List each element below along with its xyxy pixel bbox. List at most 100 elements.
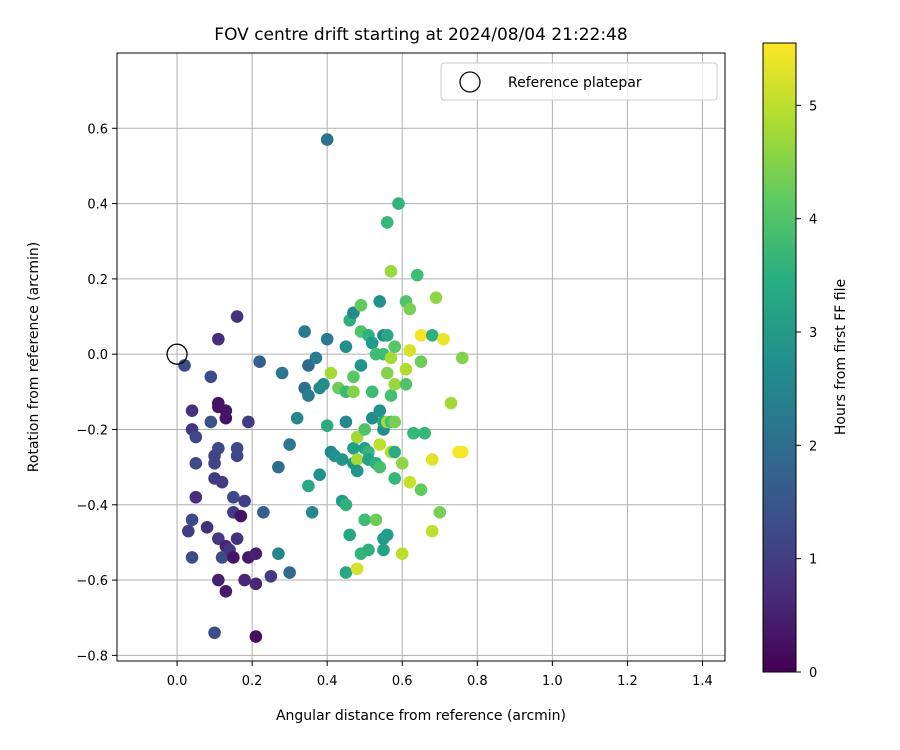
data-point [455,351,469,365]
y-axis-label: Rotation from reference (arcmin) [26,242,42,472]
y-tick-label: −0.4 [76,499,108,514]
x-axis-label: Angular distance from reference (arcmin) [276,708,566,724]
data-point [253,355,266,369]
data-point [283,566,296,579]
x-tick-label: 1.0 [542,674,563,689]
data-point [335,453,349,466]
data-point [339,340,353,353]
x-tick-label: 0.4 [317,674,338,689]
data-point [369,513,383,527]
data-point [317,377,330,391]
colorbar-gradient [763,43,796,672]
data-point [200,521,214,534]
data-point [185,404,199,417]
data-point [365,336,379,350]
data-point [242,415,255,429]
legend-circle-icon [459,71,481,93]
colorbar-tick-label: 1 [809,553,817,568]
data-point [343,528,356,542]
data-point [414,483,428,497]
data-point [309,351,323,365]
data-point [324,366,338,380]
data-point [384,265,398,278]
data-point [350,562,364,576]
data-point [414,355,428,369]
data-point [313,468,326,481]
data-point [429,291,443,305]
colorbar-tick-label: 5 [809,99,817,114]
data-point [182,524,195,538]
data-point [219,411,233,425]
data-point [234,509,248,523]
data-point [230,310,244,323]
y-axis-ticks: −0.8 −0.6 −0.4 −0.2 0.0 0.2 0.4 0.6 [76,122,117,664]
data-point [339,415,353,429]
data-point [373,438,387,451]
data-point [238,494,251,508]
data-point [227,551,240,564]
data-point [272,460,285,474]
data-point [388,445,402,459]
data-points [178,133,469,643]
colorbar-tick-label: 2 [809,439,817,454]
data-point [238,573,251,587]
data-point [377,543,390,557]
legend-entry-reference: Reference platepar [508,75,642,91]
data-point [302,389,315,402]
x-tick-label: 0.6 [392,674,413,689]
data-point [185,551,199,564]
data-point [339,566,353,579]
data-point [403,475,417,489]
data-point [347,385,360,399]
data-point [320,419,334,433]
data-point [444,396,458,410]
data-point [362,543,375,557]
data-point [418,426,432,440]
data-point [219,585,233,598]
data-point [365,385,379,399]
data-point [350,464,364,478]
data-point [320,332,334,346]
data-point [339,498,353,512]
y-tick-label: 0.4 [87,198,108,213]
legend-box [440,62,718,101]
data-point [373,404,387,417]
data-point [433,505,447,519]
data-point [283,438,296,451]
x-tick-label: 0.2 [242,674,263,689]
x-tick-label: 0.8 [467,674,488,689]
data-point [208,626,221,640]
data-point [425,524,439,538]
reference-platepar-marker [166,343,188,365]
data-point [403,344,417,357]
y-tick-label: 0.0 [87,348,108,363]
data-point [388,340,402,353]
data-point [230,532,244,545]
data-point [425,329,439,342]
data-point [354,359,368,372]
data-point [298,325,311,338]
data-point [249,577,263,591]
data-point [290,411,304,425]
data-point [185,513,199,527]
data-point [249,630,263,643]
y-tick-label: −0.2 [76,423,108,438]
colorbar-label: Hours from first FF file [833,279,849,435]
data-point [384,389,398,402]
legend: Reference platepar [440,62,718,101]
data-point [358,513,372,527]
data-point [354,298,368,312]
reference-marker-group [166,343,188,365]
data-point [189,490,203,504]
data-point [305,505,319,519]
x-tick-label: 1.4 [692,674,713,689]
data-point [257,505,270,519]
plot-frame [116,52,726,662]
data-point [380,366,394,380]
data-point [414,329,428,342]
x-tick-label: 0.0 [167,674,188,689]
x-tick-label: 1.2 [617,674,638,689]
data-point [373,460,387,474]
data-point [407,426,420,440]
data-point [455,445,469,459]
